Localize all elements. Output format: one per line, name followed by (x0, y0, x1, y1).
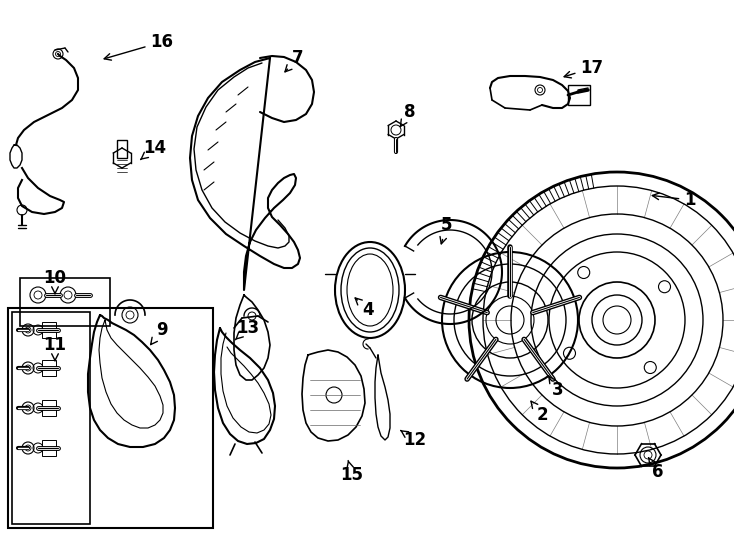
Text: 16: 16 (104, 33, 173, 60)
Text: 13: 13 (235, 319, 260, 340)
Bar (117, 140, 127, 158)
Text: 17: 17 (564, 59, 603, 78)
Bar (568, 85, 590, 105)
Bar (42, 360, 56, 376)
Bar (42, 440, 56, 456)
Text: 15: 15 (341, 461, 363, 484)
Text: 2: 2 (531, 401, 548, 424)
Text: 5: 5 (440, 216, 453, 244)
Text: 10: 10 (43, 269, 67, 294)
Text: 9: 9 (150, 321, 168, 345)
Text: 12: 12 (401, 430, 426, 449)
Text: 11: 11 (43, 336, 67, 361)
Text: 1: 1 (653, 191, 696, 209)
Text: 6: 6 (649, 458, 664, 481)
Text: 14: 14 (141, 139, 167, 159)
Text: 3: 3 (548, 376, 564, 399)
Bar (42, 400, 56, 416)
Bar (8, 308, 213, 528)
Bar (12, 312, 90, 524)
Text: 4: 4 (355, 298, 374, 319)
Text: 7: 7 (285, 49, 304, 72)
Text: 8: 8 (400, 103, 415, 126)
Bar (42, 322, 56, 338)
Bar (20, 278, 110, 326)
